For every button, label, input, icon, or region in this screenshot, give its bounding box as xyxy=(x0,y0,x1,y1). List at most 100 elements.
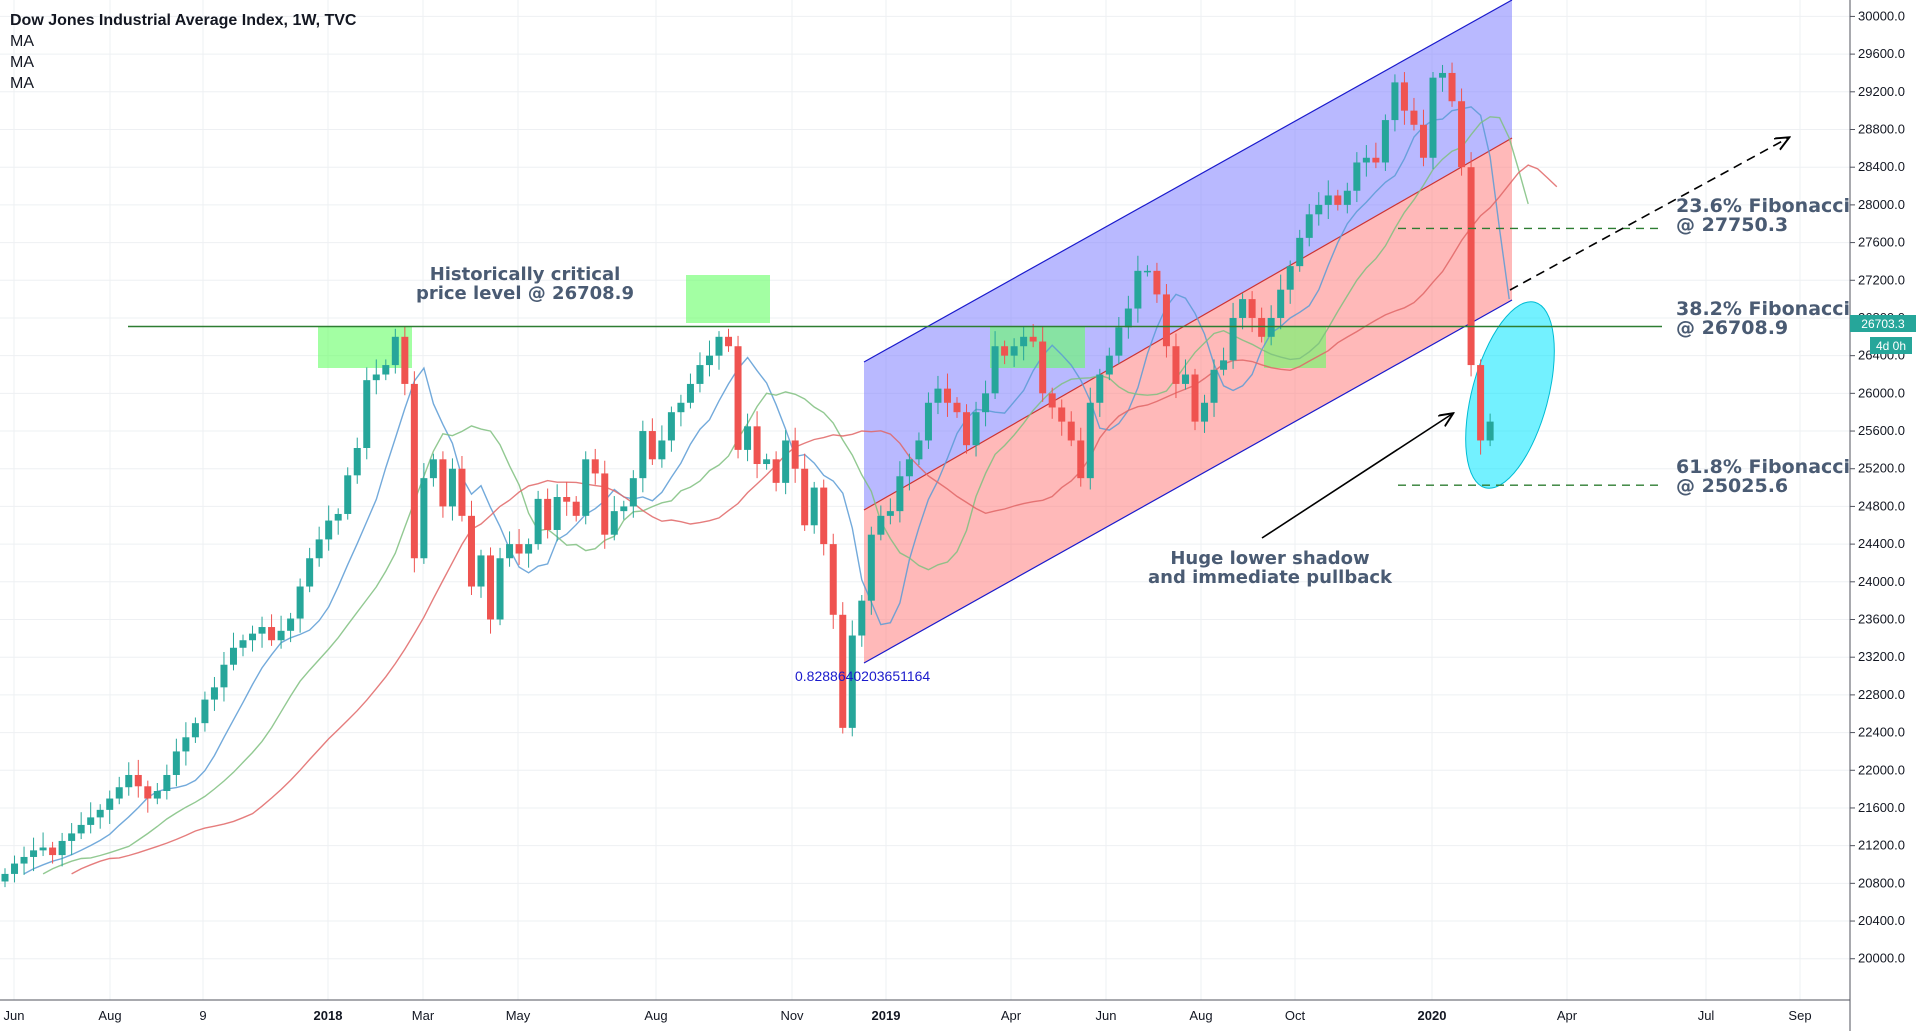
candle-body xyxy=(801,468,809,526)
candle-body xyxy=(306,558,314,587)
x-tick-label: Aug xyxy=(98,1008,121,1023)
x-tick-label: 2018 xyxy=(314,1008,343,1023)
candle-body xyxy=(544,498,552,530)
x-tick-label: Mar xyxy=(412,1008,435,1023)
shadow-line-1: Huge lower shadow xyxy=(1170,548,1370,569)
candle-body xyxy=(696,365,704,384)
channel-mid-line xyxy=(863,137,1513,511)
legend-ma-3[interactable]: MA xyxy=(10,75,34,92)
time-axis-bg xyxy=(0,1000,1919,1031)
candle-body xyxy=(601,473,609,535)
candle-body xyxy=(858,600,866,636)
candle-body xyxy=(287,618,295,631)
candle-body xyxy=(1039,341,1047,394)
candle-body xyxy=(1343,190,1351,205)
candle-body xyxy=(239,640,247,648)
price-axis-bg xyxy=(1850,0,1919,1031)
candle-body xyxy=(934,388,942,403)
candle-body xyxy=(1277,289,1285,318)
candle-body xyxy=(382,365,390,375)
candle-body xyxy=(1048,393,1056,408)
candle-body xyxy=(915,440,923,460)
candle-body xyxy=(963,412,971,446)
candle-body xyxy=(667,412,675,441)
candle-body xyxy=(1362,157,1370,163)
y-tick-label: 22400.0 xyxy=(1858,725,1905,740)
y-tick-label: 25600.0 xyxy=(1858,423,1905,438)
candle-body xyxy=(134,774,142,787)
x-tick-label: 2019 xyxy=(872,1008,901,1023)
candle-body xyxy=(1286,266,1294,290)
candle-body xyxy=(867,534,875,601)
fib-236-annotation: 23.6% Fibonacci @ 27750.3 xyxy=(1676,197,1850,235)
candle-body xyxy=(210,687,218,700)
candle-body xyxy=(1105,355,1113,375)
candle-body xyxy=(467,515,475,587)
channel-upper-fill xyxy=(864,0,1512,510)
x-tick-label: Jun xyxy=(4,1008,25,1023)
candle-body xyxy=(353,448,361,476)
candle-body xyxy=(677,402,685,413)
candle-body xyxy=(515,544,523,554)
candle-body xyxy=(11,863,19,874)
candle-body xyxy=(1191,374,1199,422)
candle-body xyxy=(686,383,694,403)
candle-body xyxy=(1029,336,1037,342)
candle-body xyxy=(953,402,961,413)
candle-body xyxy=(1239,299,1247,318)
candle-body xyxy=(172,751,180,775)
candle-body xyxy=(848,635,856,728)
candle-body xyxy=(734,346,742,450)
y-tick-label: 25200.0 xyxy=(1858,461,1905,476)
legend-ma-2[interactable]: MA xyxy=(10,54,34,71)
y-tick-label: 27200.0 xyxy=(1858,272,1905,287)
y-tick-label: 20000.0 xyxy=(1858,951,1905,966)
y-tick-label: 26000.0 xyxy=(1858,385,1905,400)
candle-body xyxy=(1001,346,1009,356)
candle-body xyxy=(534,498,542,545)
candle-body xyxy=(1458,101,1466,168)
candle-body xyxy=(829,544,837,615)
channel-lower-fill xyxy=(864,138,1512,663)
candle-body xyxy=(1201,402,1209,422)
drawing-overlays xyxy=(128,138,1788,539)
candle-body xyxy=(439,459,447,507)
candle-body xyxy=(905,459,913,477)
candle-body xyxy=(220,664,228,688)
fib-236-line-1: 23.6% Fibonacci xyxy=(1676,195,1851,217)
candle-body xyxy=(572,501,580,516)
fib-382-line-2: @ 26708.9 xyxy=(1676,317,1789,339)
candle-body xyxy=(20,856,28,864)
candle-body xyxy=(249,633,257,641)
candle-body xyxy=(191,723,199,738)
candle-body xyxy=(943,388,951,403)
candle-body xyxy=(49,847,57,856)
x-tick-label: Apr xyxy=(1001,1008,1022,1023)
candle-body xyxy=(30,850,38,857)
y-tick-label: 21200.0 xyxy=(1858,838,1905,853)
fib-382-line-1: 38.2% Fibonacci xyxy=(1676,298,1851,320)
y-tick-label: 29600.0 xyxy=(1858,46,1905,61)
candles xyxy=(1,62,1494,888)
moving-average-lines xyxy=(23,106,1558,875)
candle-body xyxy=(58,840,66,856)
channel-ratio-label: 0.8288640203651164 xyxy=(795,668,931,684)
channel-upper-line xyxy=(863,0,1513,363)
candle-body xyxy=(991,346,999,394)
fib-618-annotation: 61.8% Fibonacci @ 25025.6 xyxy=(1676,458,1850,496)
candle-body xyxy=(268,627,276,641)
y-tick-label: 24000.0 xyxy=(1858,574,1905,589)
legend-ma-1[interactable]: MA xyxy=(10,33,34,50)
candle-body xyxy=(1410,110,1418,125)
candle-body xyxy=(591,459,599,474)
candle-body xyxy=(68,833,76,841)
candle-body xyxy=(39,847,47,851)
fib-382-annotation: 38.2% Fibonacci @ 26708.9 xyxy=(1676,300,1850,338)
candle-body xyxy=(896,476,904,512)
candle-body xyxy=(1181,374,1189,384)
candle-body xyxy=(886,511,894,516)
channel-lower-line xyxy=(863,299,1513,664)
y-tick-label: 27600.0 xyxy=(1858,235,1905,250)
